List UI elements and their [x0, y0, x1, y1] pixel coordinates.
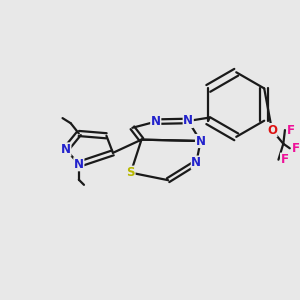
Text: N: N — [183, 115, 193, 128]
Text: N: N — [191, 156, 201, 169]
Text: N: N — [61, 143, 71, 156]
Text: S: S — [127, 166, 135, 179]
Text: F: F — [292, 142, 300, 155]
Text: N: N — [151, 115, 161, 128]
Text: F: F — [287, 124, 295, 136]
Text: F: F — [280, 153, 289, 166]
Text: N: N — [74, 158, 84, 171]
Text: O: O — [267, 124, 277, 136]
Text: N: N — [196, 134, 206, 148]
